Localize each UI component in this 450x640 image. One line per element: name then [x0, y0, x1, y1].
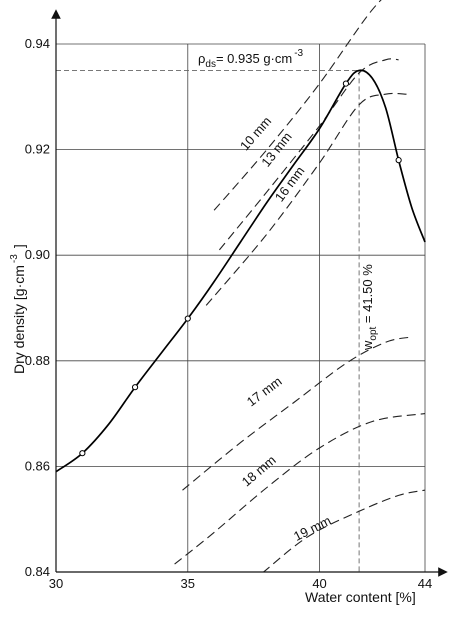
dashed-series-line-19mm — [262, 489, 425, 572]
x-axis-label: Water content [%] — [305, 589, 416, 605]
dashed-series-line-18mm — [174, 413, 425, 565]
optimum-water-annotation: wopt = 41.50 % — [360, 264, 379, 351]
w-subscript: opt — [368, 326, 379, 340]
measured-point — [395, 157, 402, 164]
y-tick-label: 0.84 — [25, 564, 50, 579]
x-tick-label: 44 — [418, 576, 432, 591]
measured-point — [184, 315, 191, 322]
compaction-curve — [55, 69, 426, 473]
series-label-18mm: 18 mm — [239, 452, 279, 489]
y-tick-label: 0.92 — [25, 142, 50, 157]
dashed-series-line-16mm — [205, 92, 407, 306]
x-tick-label: 40 — [312, 576, 326, 591]
x-tick-label: 30 — [49, 576, 63, 591]
y-tick-label: 0.94 — [25, 36, 50, 51]
w-symbol: w — [360, 340, 375, 351]
compaction-curve-line — [55, 69, 426, 473]
rho-subscript: ds — [205, 59, 216, 70]
dashed-series — [174, 0, 425, 572]
tick-labels: 0.84 0.86 0.88 0.90 0.92 0.94 30 35 40 44 — [25, 36, 433, 591]
y-tick-label: 0.90 — [25, 247, 50, 262]
series-label-17mm: 17 mm — [244, 374, 285, 410]
y-axis-label-close: ] — [11, 244, 27, 248]
max-density-annotation: ρds= 0.935 g·cm -3 — [198, 48, 304, 70]
guide-lines — [56, 69, 360, 572]
y-tick-label: 0.86 — [25, 458, 50, 473]
dashed-series-line-17mm — [182, 336, 412, 491]
series-label-19mm: 19 mm — [291, 513, 333, 544]
y-axis-label: Dry density [g·cm -3] — [9, 244, 27, 374]
x-tick-label: 35 — [181, 576, 195, 591]
measured-point — [131, 384, 139, 391]
y-tick-label: 0.88 — [25, 353, 50, 368]
measured-point — [79, 450, 86, 457]
dashed-series-line-13mm — [218, 58, 399, 251]
optimum-value: = 41.50 % — [360, 264, 375, 327]
max-density-value: = 0.935 g·cm — [216, 51, 292, 66]
y-axis-unit-exp: -3 — [9, 254, 20, 263]
rho-symbol: ρ — [198, 51, 205, 66]
measured-point — [342, 80, 350, 87]
y-axis-label-text: Dry density [g·cm — [11, 265, 27, 374]
axes — [51, 9, 448, 577]
dashed-series-line-10mm — [213, 0, 382, 211]
max-density-unit-exp: -3 — [294, 48, 303, 59]
